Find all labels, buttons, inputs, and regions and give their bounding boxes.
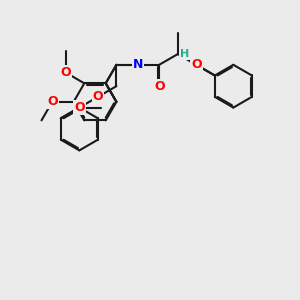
Text: O: O (93, 90, 103, 104)
Text: O: O (191, 58, 202, 71)
Text: O: O (47, 95, 58, 108)
Text: O: O (154, 80, 164, 93)
Text: O: O (61, 66, 71, 79)
Text: N: N (133, 58, 143, 71)
Text: O: O (74, 101, 85, 114)
Text: H: H (180, 49, 189, 59)
